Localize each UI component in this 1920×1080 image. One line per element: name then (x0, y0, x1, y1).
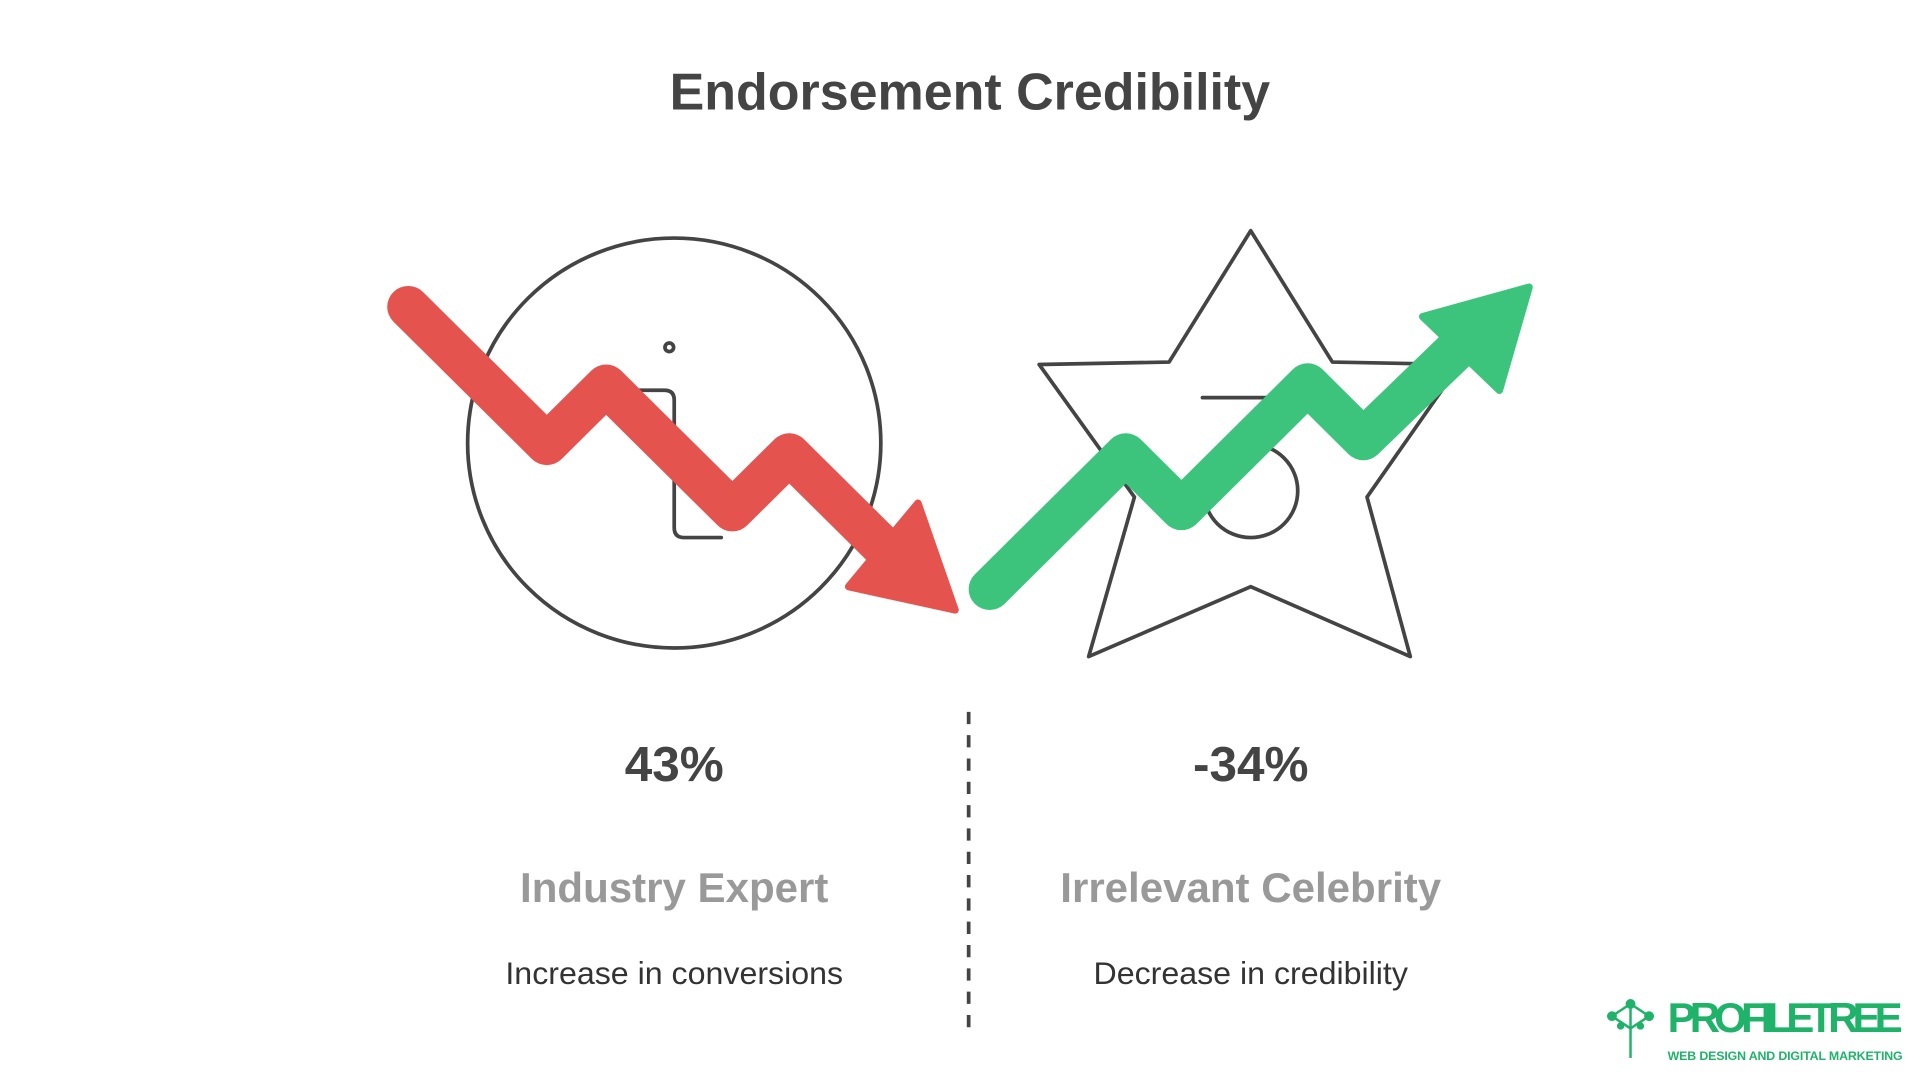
down-trend-arrow (387, 285, 959, 614)
up-trend-arrow (968, 283, 1533, 610)
logo-tagline: WEB DESIGN AND DIGITAL MARKETING (1668, 1049, 1903, 1063)
stat-label: Irrelevant Celebrity (1060, 864, 1442, 911)
logo-icon (1607, 999, 1655, 1058)
stat-value: -34% (1193, 737, 1308, 792)
stat-value: 43% (625, 737, 724, 792)
stat-description: Decrease in credibility (1094, 955, 1408, 991)
logo-name: PROFILETREE (1668, 994, 1903, 1041)
stat-description: Increase in conversions (505, 955, 843, 991)
stat-label: Industry Expert (520, 864, 828, 911)
title: Endorsement Credibility (670, 63, 1271, 121)
